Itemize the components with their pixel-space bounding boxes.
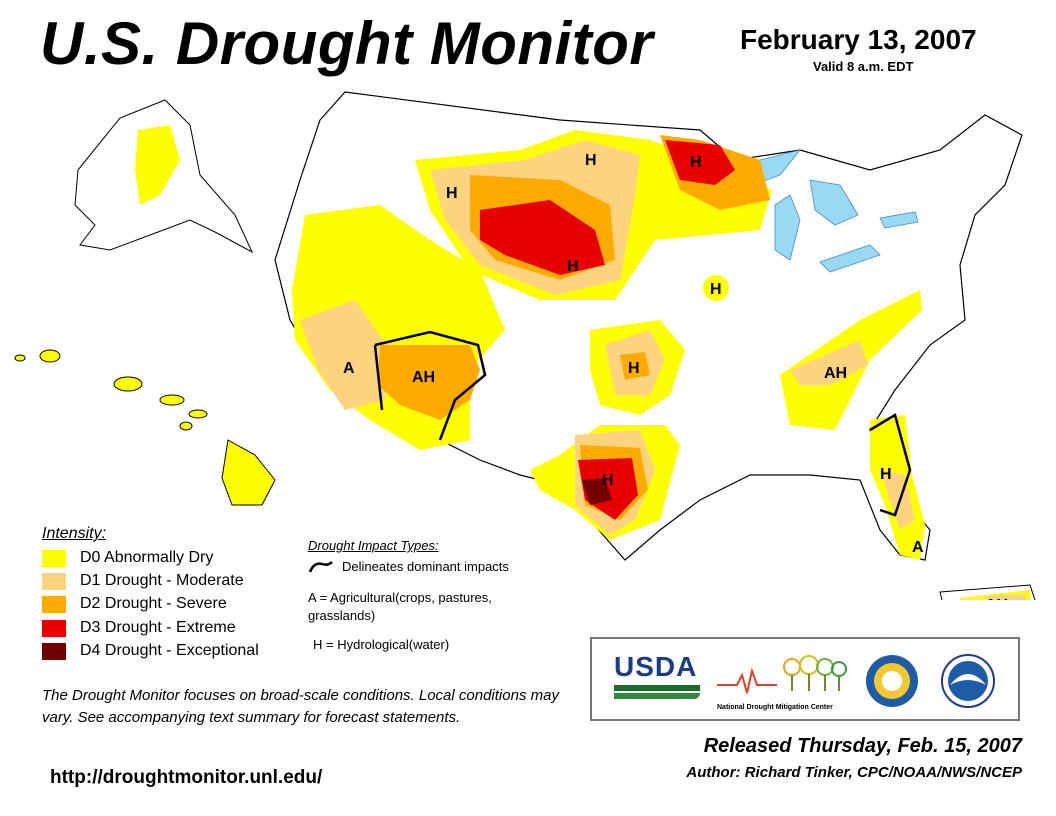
legend-label-d4: D4 Drought - Exceptional bbox=[80, 642, 259, 659]
drought-d4-areas bbox=[582, 478, 612, 505]
legend-item-d1: D1 Drought - Moderate bbox=[42, 571, 244, 591]
legend-title: Intensity: bbox=[42, 525, 107, 542]
commerce-seal-icon bbox=[866, 655, 918, 707]
drought-map: H H H H H H H H A AH AH A AH bbox=[14, 91, 1036, 600]
puerto-rico-d1 bbox=[985, 594, 1027, 600]
label-h-iowa: H bbox=[710, 281, 722, 298]
boundary-line-icon bbox=[308, 560, 333, 573]
noaa-logo-icon bbox=[941, 654, 995, 708]
impact-types-title: Drought Impact Types: bbox=[308, 538, 439, 553]
ndmc-logo: National Drought Mitigation Center bbox=[717, 651, 847, 713]
legend-label-d3: D3 Drought - Extreme bbox=[80, 619, 236, 636]
ndmc-label: National Drought Mitigation Center bbox=[717, 704, 833, 711]
impact-boundary-lines bbox=[373, 330, 912, 517]
hawaii-islands bbox=[14, 349, 276, 506]
map-date: February 13, 2007 bbox=[740, 24, 977, 55]
label-h-florida: H bbox=[880, 466, 892, 483]
valid-time: Valid 8 a.m. EDT bbox=[813, 59, 914, 74]
legend-item-d2: D2 Drought - Severe bbox=[42, 594, 227, 614]
legend-item-d3: D3 Drought - Extreme bbox=[42, 618, 236, 638]
label-h-north-dakota: H bbox=[585, 152, 597, 169]
legend-label-d0: D0 Abnormally Dry bbox=[80, 549, 214, 566]
impact-line-legend: Delineates dominant impacts bbox=[308, 559, 509, 574]
legend-label-d1: D1 Drought - Moderate bbox=[80, 572, 244, 589]
disclaimer-note: The Drought Monitor focuses on broad-sca… bbox=[42, 687, 559, 726]
label-a-california: A bbox=[343, 360, 355, 377]
usda-logo: USDA bbox=[614, 651, 700, 699]
d2-swatch bbox=[42, 595, 66, 613]
label-h-minnesota: H bbox=[690, 154, 702, 171]
agency-logos: USDA National Drought Mitigation Center bbox=[590, 637, 1020, 721]
label-h-idaho: H bbox=[446, 185, 458, 202]
impact-agricultural: A = Agricultural(crops, pastures, grassl… bbox=[308, 590, 492, 623]
label-ah-southeast: AH bbox=[824, 365, 847, 382]
legend-item-d4: D4 Drought - Exceptional bbox=[42, 641, 259, 661]
label-h-texas: H bbox=[602, 472, 614, 489]
d4-swatch bbox=[42, 642, 66, 660]
legend-label-d2: D2 Drought - Severe bbox=[80, 595, 227, 612]
ndmc-trees-icon bbox=[717, 655, 847, 694]
label-ah-puerto-rico: AH bbox=[985, 597, 1008, 600]
label-h-south-dakota: H bbox=[567, 258, 579, 275]
website-url[interactable]: http://droughtmonitor.unl.edu/ bbox=[50, 767, 323, 788]
author-credit: Author: Richard Tinker, CPC/NOAA/NWS/NCE… bbox=[686, 764, 1022, 781]
d3-swatch bbox=[42, 619, 66, 637]
d0-swatch bbox=[42, 549, 66, 567]
label-h-kansas: H bbox=[628, 360, 640, 377]
label-a-florida: A bbox=[912, 539, 924, 556]
label-ah-southwest: AH bbox=[412, 369, 435, 386]
map-title: U.S. Drought Monitor bbox=[40, 10, 654, 77]
impact-hydrological: H = Hydrological(water) bbox=[313, 637, 450, 652]
d1-swatch bbox=[42, 572, 66, 590]
legend-item-d0: D0 Abnormally Dry bbox=[42, 548, 213, 568]
impact-line-text: Delineates dominant impacts bbox=[342, 559, 509, 574]
alaska-d0 bbox=[135, 125, 180, 205]
release-date: Released Thursday, Feb. 15, 2007 bbox=[703, 735, 1022, 757]
